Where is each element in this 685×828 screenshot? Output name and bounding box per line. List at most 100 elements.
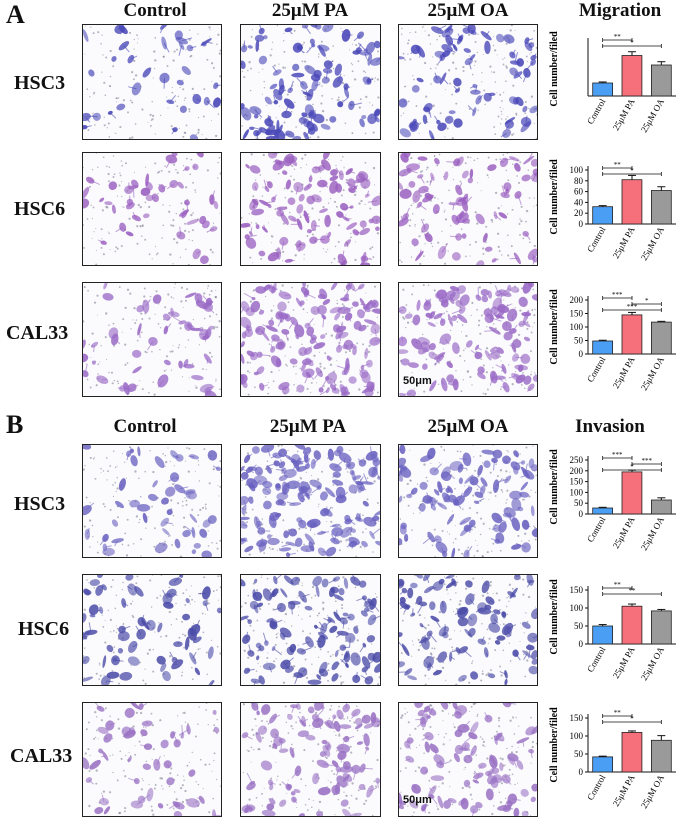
pore-dot bbox=[376, 502, 379, 504]
pore-dot bbox=[342, 156, 344, 158]
stained-cell bbox=[434, 352, 446, 360]
stained-cell bbox=[364, 301, 377, 310]
stained-cell bbox=[458, 674, 467, 682]
pore-dot bbox=[154, 245, 156, 248]
pore-dot bbox=[532, 445, 534, 447]
pore-dot bbox=[533, 42, 535, 44]
pore-dot bbox=[484, 745, 486, 747]
pore-dot bbox=[251, 29, 253, 31]
pore-dot bbox=[414, 31, 417, 33]
pore-dot bbox=[126, 518, 129, 521]
pore-dot bbox=[121, 331, 123, 333]
pore-dot bbox=[469, 793, 473, 796]
stained-cell bbox=[241, 537, 248, 545]
pore-dot bbox=[218, 320, 221, 323]
pore-dot bbox=[101, 614, 103, 616]
pore-dot bbox=[103, 116, 105, 118]
stained-cell bbox=[360, 262, 371, 265]
x-tick-label: Control bbox=[585, 225, 608, 254]
stained-cell bbox=[296, 384, 305, 393]
pore-dot bbox=[179, 86, 181, 89]
pore-dot bbox=[412, 75, 414, 77]
pore-dot bbox=[102, 502, 105, 506]
pore-dot bbox=[260, 720, 263, 722]
pore-dot bbox=[104, 707, 107, 710]
y-tick-label: 100 bbox=[570, 165, 584, 175]
stained-cell bbox=[399, 349, 409, 354]
pore-dot bbox=[154, 59, 157, 62]
pore-dot bbox=[533, 322, 536, 324]
pore-dot bbox=[498, 599, 501, 602]
stained-cell bbox=[177, 181, 184, 189]
pore-dot bbox=[522, 372, 524, 374]
pore-dot bbox=[266, 656, 269, 660]
pore-dot bbox=[169, 204, 171, 207]
pore-dot bbox=[509, 29, 512, 32]
pore-dot bbox=[172, 224, 175, 227]
pore-dot bbox=[350, 62, 353, 64]
pore-dot bbox=[112, 450, 115, 453]
pore-dot bbox=[443, 736, 445, 738]
pore-dot bbox=[199, 758, 202, 761]
y-tick-label: 80 bbox=[574, 176, 584, 186]
pore-dot bbox=[115, 132, 117, 135]
stained-cell bbox=[308, 175, 313, 183]
pore-dot bbox=[117, 718, 120, 721]
stained-cell bbox=[446, 361, 453, 369]
pore-dot bbox=[480, 358, 483, 360]
pore-dot bbox=[371, 643, 373, 645]
pore-dot bbox=[476, 222, 479, 225]
stained-cell bbox=[342, 612, 349, 617]
stained-cell bbox=[407, 675, 418, 681]
pore-dot bbox=[470, 314, 472, 317]
stained-cell bbox=[440, 703, 449, 710]
stained-cell bbox=[333, 720, 341, 732]
pore-dot bbox=[368, 344, 371, 348]
pore-dot bbox=[247, 594, 250, 597]
stained-cell bbox=[374, 40, 380, 49]
stained-cell bbox=[142, 213, 150, 219]
pore-dot bbox=[361, 531, 364, 534]
pore-dot bbox=[134, 753, 137, 756]
stained-cell bbox=[83, 339, 86, 349]
pore-dot bbox=[489, 584, 492, 587]
pore-dot bbox=[499, 665, 502, 668]
pore-dot bbox=[481, 72, 483, 74]
pore-dot bbox=[436, 164, 439, 167]
pore-dot bbox=[184, 186, 188, 189]
pore-dot bbox=[508, 600, 510, 602]
pore-dot bbox=[216, 326, 219, 329]
pore-dot bbox=[183, 229, 187, 233]
pore-dot bbox=[91, 169, 94, 171]
stained-cell bbox=[408, 362, 419, 368]
stained-cell bbox=[359, 580, 367, 588]
stained-cell bbox=[255, 224, 260, 230]
stained-cell bbox=[258, 55, 268, 65]
stained-cell bbox=[283, 575, 294, 585]
pore-dot bbox=[112, 754, 114, 756]
pore-dot bbox=[496, 92, 498, 94]
stained-cell bbox=[447, 380, 459, 386]
pore-dot bbox=[84, 752, 87, 755]
pore-dot bbox=[472, 703, 476, 706]
stained-cell bbox=[258, 541, 267, 552]
pore-dot bbox=[181, 376, 184, 378]
pore-dot bbox=[178, 344, 181, 346]
pore-dot bbox=[134, 470, 137, 473]
pore-dot bbox=[175, 618, 178, 620]
pore-dot bbox=[182, 712, 184, 714]
pore-dot bbox=[95, 384, 98, 387]
pore-dot bbox=[152, 648, 154, 651]
pore-dot bbox=[407, 100, 410, 103]
pore-dot bbox=[338, 733, 341, 735]
pore-dot bbox=[468, 107, 471, 111]
pore-dot bbox=[299, 214, 301, 216]
stained-cell bbox=[202, 600, 209, 607]
pore-dot bbox=[93, 231, 95, 233]
pore-dot bbox=[482, 53, 484, 56]
stained-cell bbox=[137, 446, 141, 457]
pore-dot bbox=[345, 214, 347, 216]
pore-dot bbox=[101, 238, 103, 240]
stained-cell bbox=[178, 209, 190, 217]
pore-dot bbox=[462, 65, 465, 69]
